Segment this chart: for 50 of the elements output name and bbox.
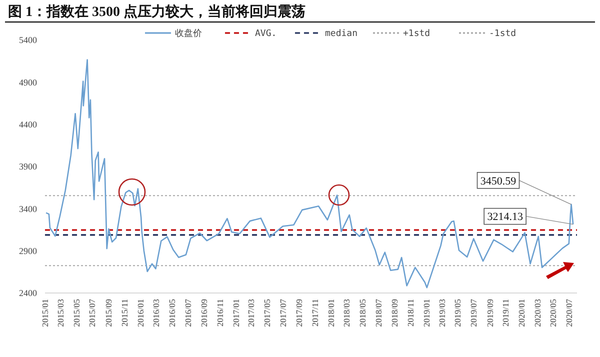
y-tick-label: 4400	[19, 119, 38, 130]
x-tick-label: 2016/09	[198, 299, 209, 327]
x-tick-label: 2020/05	[548, 299, 558, 327]
x-tick-label: 2015/05	[71, 299, 82, 327]
line-series	[45, 59, 574, 288]
x-tick-label: 2018/05	[357, 299, 368, 327]
x-tick-label: 2019/09	[484, 299, 495, 327]
x-tick-label: 2016/01	[135, 299, 146, 327]
x-tick-label: 2017/07	[278, 299, 288, 327]
x-tick-label: 2017/05	[262, 299, 272, 327]
y-tick-label: 3400	[19, 204, 38, 214]
x-tick-label: 2019/03	[436, 299, 447, 327]
legend-label: median	[325, 29, 358, 40]
legend-label: AVG.	[255, 29, 277, 40]
x-tick-label: 2019/05	[452, 299, 463, 327]
y-tick-label: 5400	[19, 35, 38, 46]
x-tick-label: 2016/03	[150, 299, 161, 327]
x-tick-label: 2018/03	[341, 299, 352, 327]
x-tick-label: 2015/01	[40, 299, 50, 327]
x-tick-label: 2019/01	[421, 299, 432, 327]
x-tick-label: 2016/07	[182, 299, 193, 327]
x-tick-label: 2017/01	[230, 299, 241, 327]
x-tick-label: 2020/01	[516, 299, 527, 327]
x-tick-label: 2018/11	[405, 299, 416, 327]
y-tick-label: 3900	[19, 162, 38, 172]
x-tick-label: 2015/07	[87, 299, 98, 327]
x-tick-label: 2015/11	[119, 299, 130, 327]
x-tick-label: 2015/03	[55, 299, 66, 327]
x-tick-label: 2017/03	[246, 299, 256, 327]
legend-label: 收盘价	[175, 28, 202, 40]
x-tick-label: 2020/07	[564, 299, 574, 327]
chart-title: 图 1：指数在 3500 点压力较大，当前将回归震荡	[8, 4, 306, 20]
x-tick-label: 2018/07	[373, 299, 384, 327]
x-tick-label: 2019/07	[468, 299, 479, 327]
x-tick-label: 2016/05	[166, 299, 177, 327]
x-tick-label: 2018/01	[326, 299, 336, 327]
y-tick-label: 2900	[19, 246, 38, 256]
x-tick-label: 2018/09	[390, 299, 400, 327]
x-tick-label: 2017/11	[310, 299, 320, 327]
y-tick-label: 2400	[19, 288, 38, 298]
legend-label: +1std	[403, 29, 430, 40]
y-tick-label: 4900	[19, 77, 38, 88]
x-tick-label: 2019/11	[500, 299, 511, 327]
x-tick-label: 2017/09	[294, 299, 304, 327]
x-tick-label: 2020/03	[532, 299, 542, 327]
annotation: 3214.13	[487, 211, 524, 224]
x-tick-label: 2016/11	[214, 299, 225, 327]
x-tick-label: 2015/09	[103, 299, 114, 327]
annotation: 3450.59	[480, 175, 517, 188]
legend-label: -1std	[489, 29, 516, 40]
